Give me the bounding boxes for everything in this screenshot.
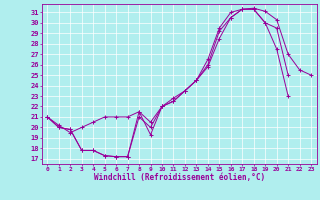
X-axis label: Windchill (Refroidissement éolien,°C): Windchill (Refroidissement éolien,°C) <box>94 173 265 182</box>
